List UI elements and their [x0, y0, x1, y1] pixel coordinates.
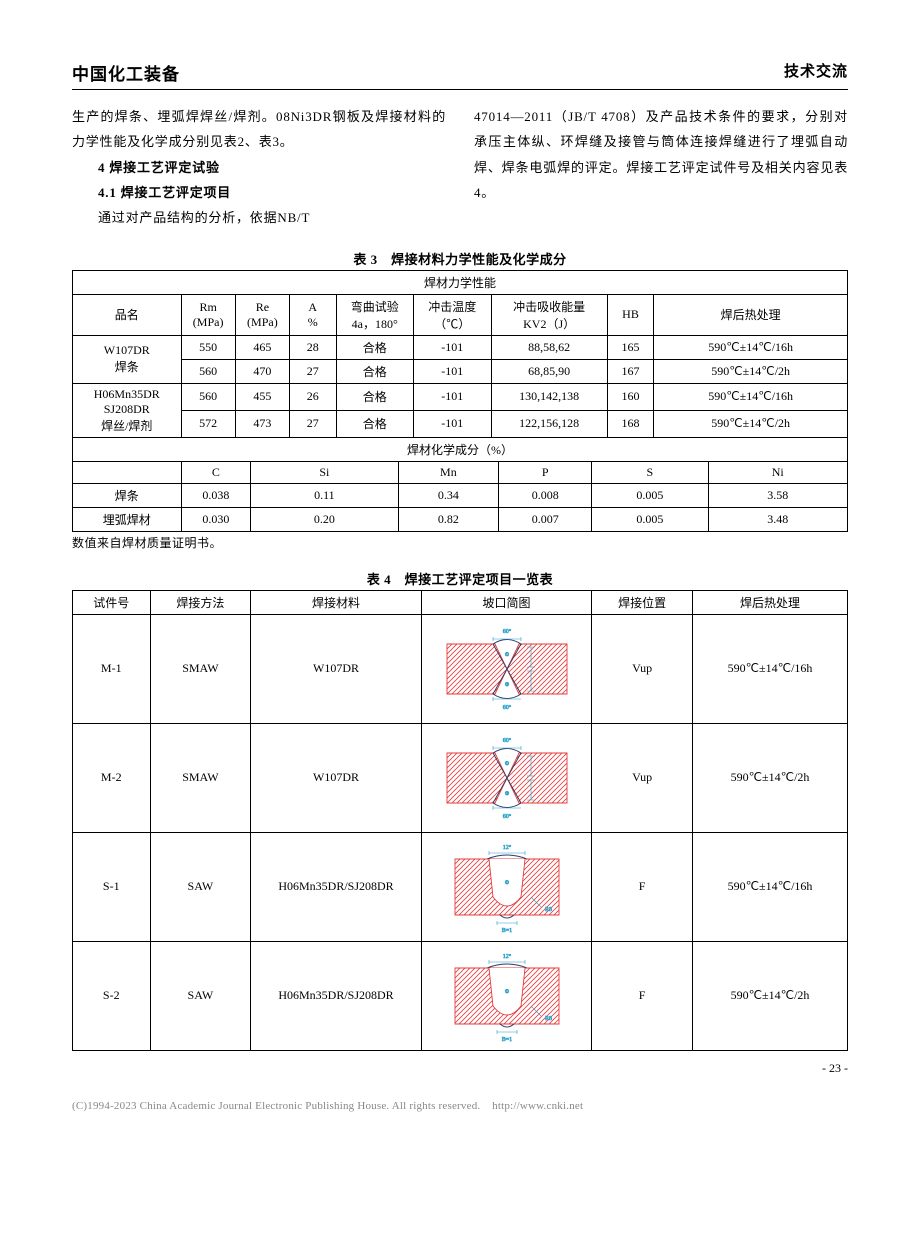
- heading-4-1: 4.1 焊接工艺评定项目: [72, 180, 446, 205]
- col-imp-t: 冲击温度（℃）: [414, 294, 492, 335]
- page-header: 中国化工装备 技术交流: [72, 60, 848, 90]
- col-a: A%: [290, 294, 337, 335]
- page-number: - 23 -: [72, 1061, 848, 1076]
- svg-text:60°: 60°: [502, 628, 511, 635]
- table-row: M-1 SMAW W107DR 60° 60° ① ② Vup 590℃±14℃…: [73, 614, 848, 723]
- col-rm: Rm(MPa): [181, 294, 235, 335]
- chem-col: Ni: [708, 462, 848, 484]
- paragraph: 生产的焊条、埋弧焊焊丝/焊剂。08Ni3DR钢板及焊接材料的力学性能及化学成分别…: [72, 104, 446, 155]
- table3-caption: 表 3 焊接材料力学性能及化学成分: [72, 249, 848, 268]
- cell-id: M-2: [73, 723, 151, 832]
- cell-id: S-1: [73, 832, 151, 941]
- cell-heat: 590℃±14℃/2h: [693, 941, 848, 1050]
- cell-heat: 590℃±14℃/16h: [693, 832, 848, 941]
- col-imp-e: 冲击吸收能量KV2（J）: [491, 294, 607, 335]
- chem-col: Mn: [398, 462, 499, 484]
- table-row: S-1 SAW H06Mn35DR/SJ208DR 12° ① R8 B=1 F…: [73, 832, 848, 941]
- svg-text:12°: 12°: [502, 844, 511, 851]
- col-method: 焊接方法: [150, 590, 251, 614]
- table4: 试件号 焊接方法 焊接材料 坡口简图 焊接位置 焊后热处理 M-1 SMAW W…: [72, 590, 848, 1051]
- col-bend: 弯曲试验4a，180°: [336, 294, 414, 335]
- paragraph: 通过对产品结构的分析，依据NB/T: [72, 205, 446, 230]
- svg-text:①: ①: [504, 652, 509, 658]
- table-row: H06Mn35DRSJ208DR焊丝/焊剂 560 455 26 合格 -101…: [73, 383, 848, 410]
- col-material: 焊接材料: [251, 590, 422, 614]
- cell-name: H06Mn35DRSJ208DR焊丝/焊剂: [73, 383, 182, 437]
- journal-title: 中国化工装备: [72, 60, 180, 85]
- table3: 焊材力学性能 品名 Rm(MPa) Re(MPa) A% 弯曲试验4a，180°…: [72, 270, 848, 462]
- svg-text:B=1: B=1: [501, 1037, 511, 1043]
- svg-text:②: ②: [504, 791, 509, 797]
- svg-text:②: ②: [504, 682, 509, 688]
- col-id: 试件号: [73, 590, 151, 614]
- cell-id: S-2: [73, 941, 151, 1050]
- publisher-footer: (C)1994-2023 China Academic Journal Elec…: [72, 1100, 848, 1112]
- svg-text:B=1: B=1: [501, 928, 511, 934]
- col-heat: 焊后热处理: [693, 590, 848, 614]
- chem-header: 焊材化学成分（%）: [73, 437, 848, 461]
- chem-col: P: [499, 462, 592, 484]
- svg-text:①: ①: [504, 761, 509, 767]
- section-title: 技术交流: [784, 60, 848, 85]
- cell-groove-diagram: 12° ① R8 B=1: [421, 832, 592, 941]
- cell-method: SAW: [150, 832, 251, 941]
- col-name: 品名: [73, 294, 182, 335]
- table4-caption: 表 4 焊接工艺评定项目一览表: [72, 569, 848, 588]
- cell-material: W107DR: [251, 723, 422, 832]
- cell-pos: F: [592, 832, 693, 941]
- table3-note: 数值来自焊材质量证明书。: [72, 534, 848, 551]
- cell-material: W107DR: [251, 614, 422, 723]
- svg-text:①: ①: [504, 880, 509, 886]
- body-columns: 生产的焊条、埋弧焊焊丝/焊剂。08Ni3DR钢板及焊接材料的力学性能及化学成分别…: [72, 104, 848, 231]
- cell-material: H06Mn35DR/SJ208DR: [251, 941, 422, 1050]
- table-row: 572 473 27 合格 -101 122,156,128 168 590℃±…: [73, 410, 848, 437]
- cell-method: SMAW: [150, 723, 251, 832]
- cell-id: M-1: [73, 614, 151, 723]
- column-left: 生产的焊条、埋弧焊焊丝/焊剂。08Ni3DR钢板及焊接材料的力学性能及化学成分别…: [72, 104, 446, 231]
- cell-pos: F: [592, 941, 693, 1050]
- col-heat: 焊后热处理: [654, 294, 848, 335]
- table3-chem: C Si Mn P S Ni 焊条 0.038 0.11 0.34 0.008 …: [72, 462, 848, 532]
- paragraph: 47014—2011（JB/T 4708）及产品技术条件的要求，分别对承压主体纵…: [474, 104, 848, 205]
- column-right: 47014—2011（JB/T 4708）及产品技术条件的要求，分别对承压主体纵…: [474, 104, 848, 231]
- col-hb: HB: [607, 294, 654, 335]
- svg-text:12°: 12°: [502, 953, 511, 960]
- cell-method: SMAW: [150, 614, 251, 723]
- col-re: Re(MPa): [235, 294, 289, 335]
- table-row: W107DR焊条 550 465 28 合格 -101 88,58,62 165…: [73, 335, 848, 359]
- svg-text:60°: 60°: [502, 737, 511, 744]
- cell-name: W107DR焊条: [73, 335, 182, 383]
- cell-groove-diagram: 12° ① R8 B=1: [421, 941, 592, 1050]
- chem-col: C: [181, 462, 251, 484]
- chem-col: S: [592, 462, 708, 484]
- cell-pos: Vup: [592, 614, 693, 723]
- col-groove: 坡口简图: [421, 590, 592, 614]
- footer-text: (C)1994-2023 China Academic Journal Elec…: [72, 1100, 480, 1112]
- table-row: 埋弧焊材 0.030 0.20 0.82 0.007 0.005 3.48: [73, 507, 848, 531]
- svg-text:R8: R8: [545, 907, 552, 913]
- cell-material: H06Mn35DR/SJ208DR: [251, 832, 422, 941]
- heading-4: 4 焊接工艺评定试验: [72, 155, 446, 180]
- cell-groove-diagram: 60° 60° ① ②: [421, 614, 592, 723]
- table-row: 560 470 27 合格 -101 68,85,90 167 590℃±14℃…: [73, 359, 848, 383]
- cell-heat: 590℃±14℃/2h: [693, 723, 848, 832]
- svg-text:R8: R8: [545, 1016, 552, 1022]
- cell-pos: Vup: [592, 723, 693, 832]
- svg-text:60°: 60°: [502, 704, 511, 711]
- table-row: S-2 SAW H06Mn35DR/SJ208DR 12° ① R8 B=1 F…: [73, 941, 848, 1050]
- cell-groove-diagram: 60° 60° ① ②: [421, 723, 592, 832]
- svg-text:①: ①: [504, 989, 509, 995]
- table-row: M-2 SMAW W107DR 60° 60° ① ② Vup 590℃±14℃…: [73, 723, 848, 832]
- svg-text:60°: 60°: [502, 813, 511, 820]
- mech-header: 焊材力学性能: [73, 270, 848, 294]
- footer-link[interactable]: http://www.cnki.net: [492, 1100, 583, 1112]
- cell-heat: 590℃±14℃/16h: [693, 614, 848, 723]
- col-pos: 焊接位置: [592, 590, 693, 614]
- chem-col: Si: [251, 462, 398, 484]
- cell-method: SAW: [150, 941, 251, 1050]
- table-row: 焊条 0.038 0.11 0.34 0.008 0.005 3.58: [73, 483, 848, 507]
